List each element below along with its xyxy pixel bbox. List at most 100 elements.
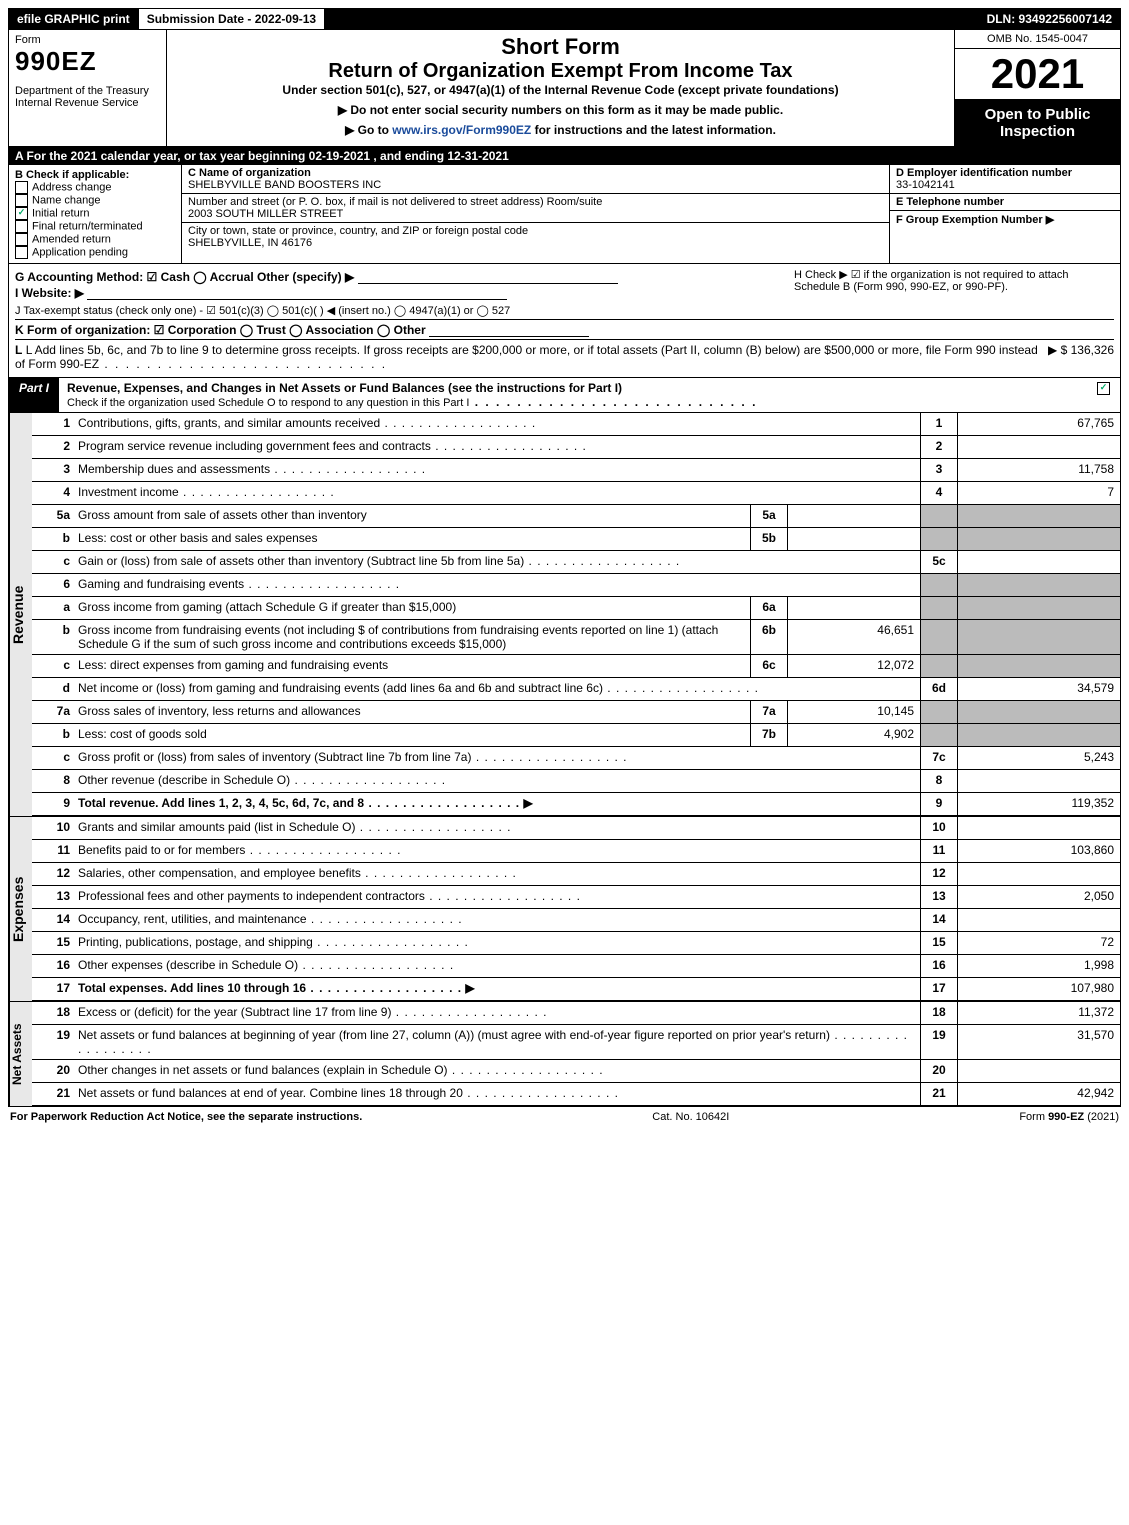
g-to-l-block: G Accounting Method: ☑ Cash ◯ Accrual Ot… (8, 264, 1121, 378)
row-a-tax-year: A For the 2021 calendar year, or tax yea… (8, 147, 1121, 165)
line-description: Gross amount from sale of assets other t… (74, 505, 750, 527)
line-k: K Form of organization: ☑ Corporation ◯ … (15, 323, 426, 337)
checkbox-icon[interactable] (15, 233, 28, 246)
line-number: 9 (32, 793, 74, 815)
line-g: G Accounting Method: ☑ Cash ◯ Accrual Ot… (15, 270, 354, 284)
instr-2: ▶ Go to www.irs.gov/Form990EZ for instru… (173, 123, 948, 137)
table-row: aGross income from gaming (attach Schedu… (32, 597, 1120, 620)
tax-year: 2021 (955, 49, 1120, 100)
mid-line-number: 7b (750, 724, 787, 746)
checkbox-icon[interactable] (15, 194, 28, 207)
table-row: bLess: cost or other basis and sales exp… (32, 528, 1120, 551)
right-line-number: 21 (920, 1083, 957, 1105)
line-description: Other changes in net assets or fund bala… (74, 1060, 920, 1082)
line-number: c (32, 551, 74, 573)
line-value: 103,860 (957, 840, 1120, 862)
efile-label: efile GRAPHIC print (9, 9, 139, 29)
mid-value: 4,902 (787, 724, 920, 746)
part-1-header: Part I Revenue, Expenses, and Changes in… (8, 378, 1121, 413)
table-row: 19Net assets or fund balances at beginni… (32, 1025, 1120, 1060)
line-value: 72 (957, 932, 1120, 954)
line-description: Occupancy, rent, utilities, and maintena… (74, 909, 920, 931)
table-row: 8Other revenue (describe in Schedule O)8 (32, 770, 1120, 793)
line-number: 3 (32, 459, 74, 481)
checkbox-icon[interactable] (15, 246, 28, 259)
footer-cat: Cat. No. 10642I (652, 1111, 729, 1123)
line-description: Total expenses. Add lines 10 through 16 … (74, 978, 920, 1000)
checkbox-icon[interactable] (15, 220, 28, 233)
section-b: B Check if applicable: Address changeNam… (8, 165, 1121, 264)
line-number: 6 (32, 574, 74, 596)
line-value: 107,980 (957, 978, 1120, 1000)
line-h: H Check ▶ ☑ if the organization is not r… (794, 268, 1114, 302)
line-value (957, 863, 1120, 885)
right-line-number (920, 620, 957, 654)
line-number: 12 (32, 863, 74, 885)
table-row: bGross income from fundraising events (n… (32, 620, 1120, 655)
line-value (957, 1060, 1120, 1082)
line-description: Net assets or fund balances at end of ye… (74, 1083, 920, 1105)
right-line-number: 7c (920, 747, 957, 769)
line-value (957, 620, 1120, 654)
footer-right: Form 990-EZ (2021) (1019, 1111, 1119, 1123)
line-number: 16 (32, 955, 74, 977)
open-to-public: Open to Public Inspection (955, 100, 1120, 146)
right-line-number (920, 597, 957, 619)
line-number: 20 (32, 1060, 74, 1082)
line-description: Gross income from gaming (attach Schedul… (74, 597, 750, 619)
table-row: 4Investment income47 (32, 482, 1120, 505)
checkbox-icon[interactable] (15, 181, 28, 194)
line-description: Contributions, gifts, grants, and simila… (74, 413, 920, 435)
instr-1: ▶ Do not enter social security numbers o… (173, 103, 948, 117)
table-row: dNet income or (loss) from gaming and fu… (32, 678, 1120, 701)
table-row: 7aGross sales of inventory, less returns… (32, 701, 1120, 724)
line-i: I Website: ▶ (15, 286, 84, 300)
right-line-number: 1 (920, 413, 957, 435)
check-option: Amended return (15, 233, 175, 246)
irs-link[interactable]: www.irs.gov/Form990EZ (392, 123, 531, 137)
table-row: 10Grants and similar amounts paid (list … (32, 817, 1120, 840)
form-label: Form (15, 34, 160, 46)
line-description: Less: cost or other basis and sales expe… (74, 528, 750, 550)
line-description: Less: cost of goods sold (74, 724, 750, 746)
line-description: Investment income (74, 482, 920, 504)
line-number: 11 (32, 840, 74, 862)
line-number: 14 (32, 909, 74, 931)
checkbox-icon[interactable] (15, 207, 28, 220)
line-description: Benefits paid to or for members (74, 840, 920, 862)
line-description: Professional fees and other payments to … (74, 886, 920, 908)
revenue-side-label: Revenue (9, 413, 32, 816)
check-option: Name change (15, 194, 175, 207)
right-line-number: 4 (920, 482, 957, 504)
table-row: 16Other expenses (describe in Schedule O… (32, 955, 1120, 978)
page-footer: For Paperwork Reduction Act Notice, see … (8, 1107, 1121, 1123)
right-line-number: 18 (920, 1002, 957, 1024)
table-row: 15Printing, publications, postage, and s… (32, 932, 1120, 955)
right-line-number: 2 (920, 436, 957, 458)
top-bar: efile GRAPHIC print Submission Date - 20… (8, 8, 1121, 30)
table-row: cLess: direct expenses from gaming and f… (32, 655, 1120, 678)
right-line-number (920, 724, 957, 746)
table-row: 21Net assets or fund balances at end of … (32, 1083, 1120, 1106)
right-line-number: 11 (920, 840, 957, 862)
right-line-number: 6d (920, 678, 957, 700)
table-row: 12Salaries, other compensation, and empl… (32, 863, 1120, 886)
line-description: Gaming and fundraising events (74, 574, 920, 596)
table-row: cGain or (loss) from sale of assets othe… (32, 551, 1120, 574)
right-line-number: 12 (920, 863, 957, 885)
revenue-section: Revenue 1Contributions, gifts, grants, a… (8, 413, 1121, 816)
net-assets-section: Net Assets 18Excess or (deficit) for the… (8, 1001, 1121, 1107)
table-row: 14Occupancy, rent, utilities, and mainte… (32, 909, 1120, 932)
dln: DLN: 93492256007142 (979, 9, 1120, 29)
table-row: 17Total expenses. Add lines 10 through 1… (32, 978, 1120, 1001)
line-description: Grants and similar amounts paid (list in… (74, 817, 920, 839)
line-number: c (32, 655, 74, 677)
form-header: Form 990EZ Department of the Treasury In… (8, 30, 1121, 147)
line-value: 34,579 (957, 678, 1120, 700)
right-line-number (920, 505, 957, 527)
line-description: Salaries, other compensation, and employ… (74, 863, 920, 885)
line-value: 1,998 (957, 955, 1120, 977)
mid-value: 10,145 (787, 701, 920, 723)
addr-label: Number and street (or P. O. box, if mail… (188, 196, 602, 208)
part-1-checkbox[interactable] (1097, 382, 1110, 395)
